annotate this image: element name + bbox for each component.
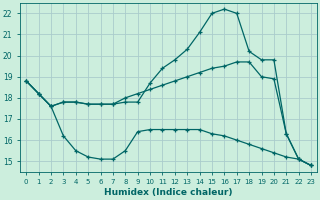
X-axis label: Humidex (Indice chaleur): Humidex (Indice chaleur) [104,188,233,197]
